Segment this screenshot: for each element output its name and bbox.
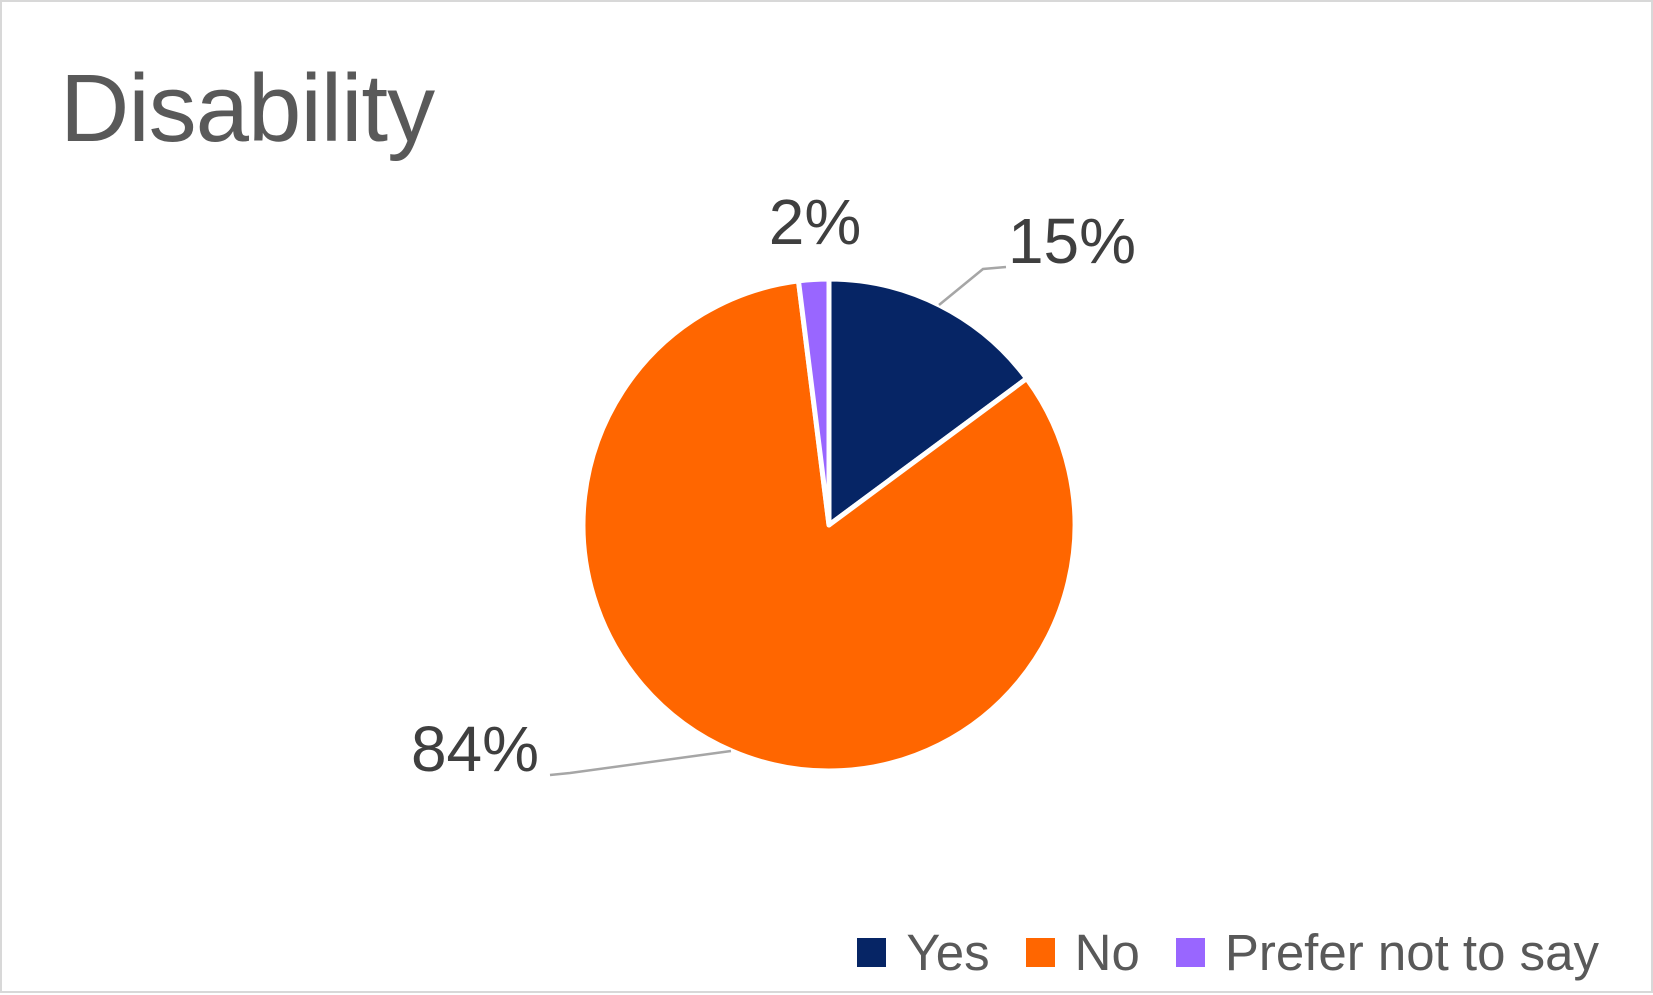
- legend-label-prefer-not-to-say: Prefer not to say: [1224, 923, 1599, 981]
- leader-line: [938, 265, 1007, 306]
- legend-label-no: No: [1074, 923, 1140, 981]
- legend-item-prefer-not-to-say[interactable]: Prefer not to say: [1175, 923, 1599, 981]
- legend-item-no[interactable]: No: [1025, 923, 1140, 981]
- legend-swatch-yes: [857, 937, 887, 967]
- leader-line: [549, 749, 732, 777]
- pie-slice-prefer-not-to-say[interactable]: [795, 276, 832, 528]
- legend-item-yes[interactable]: Yes: [857, 923, 990, 981]
- legend-swatch-prefer-not-to-say: [1175, 937, 1205, 967]
- legend: Yes No Prefer not to say: [857, 920, 1599, 984]
- legend-label-yes: Yes: [906, 923, 990, 981]
- data-label-prefer-not-to-say: 2%: [768, 186, 862, 258]
- data-label-yes: 15%: [1007, 205, 1137, 277]
- chart-title: Disability: [60, 55, 435, 162]
- legend-swatch-no: [1025, 937, 1055, 967]
- data-label-no: 84%: [410, 713, 540, 785]
